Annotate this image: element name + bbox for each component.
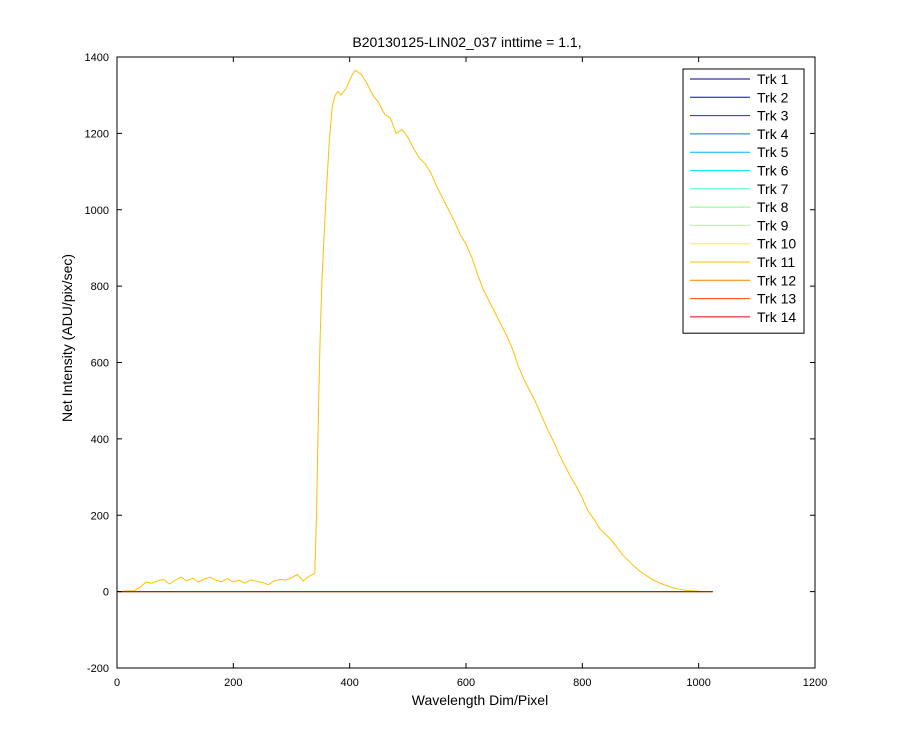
x-tick-label: 600 xyxy=(457,677,475,689)
x-tick-label: 200 xyxy=(224,677,242,689)
legend-label: Trk 8 xyxy=(757,199,789,215)
y-tick-label: 800 xyxy=(91,281,109,293)
chart-title: B20130125-LIN02_037 inttime = 1.1, xyxy=(352,34,581,50)
legend-label: Trk 5 xyxy=(757,144,789,160)
y-tick-label: 1200 xyxy=(85,128,109,140)
x-tick-label: 1200 xyxy=(803,677,827,689)
x-axis-label: Wavelength Dim/Pixel xyxy=(412,692,548,708)
legend-label: Trk 4 xyxy=(757,126,789,142)
legend-label: Trk 10 xyxy=(757,236,796,252)
x-tick-label: 0 xyxy=(114,677,120,689)
y-tick-label: 0 xyxy=(103,587,109,599)
legend-label: Trk 11 xyxy=(757,254,795,270)
legend: Trk 1 Trk 2 Trk 3 Trk 4 Trk 5 Trk 6 Trk 7 Trk 8… xyxy=(682,68,805,334)
y-tick-label: 400 xyxy=(91,434,109,446)
legend-label: Trk 9 xyxy=(757,217,789,233)
y-tick-label: 1000 xyxy=(85,205,109,217)
y-tick-label: 200 xyxy=(91,510,109,522)
y-axis-label: Net Intensity (ADU/pix/sec) xyxy=(59,254,75,422)
legend-label: Trk 6 xyxy=(757,163,789,179)
series-line-11 xyxy=(117,69,713,593)
legend-label: Trk 3 xyxy=(757,108,789,124)
y-tick-label: -200 xyxy=(87,663,109,675)
legend-label: Trk 12 xyxy=(757,272,796,288)
legend-label: Trk 2 xyxy=(757,89,789,105)
legend-label: Trk 7 xyxy=(757,181,789,197)
x-tick-label: 400 xyxy=(340,677,358,689)
y-tick-label: 1400 xyxy=(85,52,109,64)
series-lines xyxy=(117,69,713,593)
legend-label: Trk 14 xyxy=(757,309,796,325)
legend-box xyxy=(682,68,805,334)
y-tick-label: 600 xyxy=(91,358,109,370)
x-tick-label: 800 xyxy=(573,677,591,689)
legend-label: Trk 13 xyxy=(757,291,796,307)
x-tick-label: 1000 xyxy=(686,677,710,689)
legend-label: Trk 1 xyxy=(757,71,789,87)
